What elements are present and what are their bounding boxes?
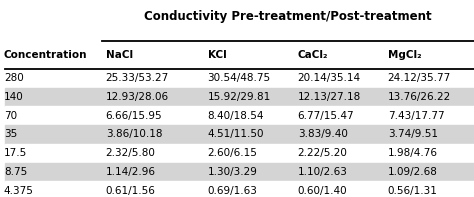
Text: 25.33/53.27: 25.33/53.27 [106, 73, 169, 83]
Text: 1.09/2.68: 1.09/2.68 [388, 167, 438, 177]
Text: Concentration: Concentration [4, 50, 87, 60]
Text: 15.92/29.81: 15.92/29.81 [208, 92, 271, 102]
Text: 0.56/1.31: 0.56/1.31 [388, 186, 438, 196]
Text: 3.74/9.51: 3.74/9.51 [388, 129, 438, 139]
Text: 3.86/10.18: 3.86/10.18 [106, 129, 162, 139]
Text: 1.30/3.29: 1.30/3.29 [208, 167, 257, 177]
Text: 2.32/5.80: 2.32/5.80 [106, 148, 155, 158]
Text: 6.66/15.95: 6.66/15.95 [106, 111, 162, 121]
Text: 24.12/35.77: 24.12/35.77 [388, 73, 451, 83]
Bar [5, 106, 474, 125]
Bar [5, 125, 474, 144]
Text: 4.51/11.50: 4.51/11.50 [208, 129, 264, 139]
Text: 17.5: 17.5 [4, 148, 27, 158]
Text: 140: 140 [4, 92, 24, 102]
Text: CaCl₂: CaCl₂ [298, 50, 328, 60]
Text: 8.75: 8.75 [4, 167, 27, 177]
Text: 8.40/18.54: 8.40/18.54 [208, 111, 264, 121]
Bar [5, 144, 474, 163]
Text: MgCl₂: MgCl₂ [388, 50, 421, 60]
Text: 20.14/35.14: 20.14/35.14 [298, 73, 361, 83]
Text: 1.14/2.96: 1.14/2.96 [106, 167, 155, 177]
Text: 2.22/5.20: 2.22/5.20 [298, 148, 347, 158]
Text: NaCl: NaCl [106, 50, 133, 60]
Text: 13.76/26.22: 13.76/26.22 [388, 92, 451, 102]
Text: 6.77/15.47: 6.77/15.47 [298, 111, 354, 121]
Text: 12.13/27.18: 12.13/27.18 [298, 92, 361, 102]
Text: 30.54/48.75: 30.54/48.75 [208, 73, 271, 83]
Text: KCl: KCl [208, 50, 227, 60]
Text: 7.43/17.77: 7.43/17.77 [388, 111, 444, 121]
Text: 1.10/2.63: 1.10/2.63 [298, 167, 347, 177]
Text: 3.83/9.40: 3.83/9.40 [298, 129, 347, 139]
Bar [5, 41, 474, 69]
Text: 4.375: 4.375 [4, 186, 34, 196]
Text: 280: 280 [4, 73, 24, 83]
Text: 12.93/28.06: 12.93/28.06 [106, 92, 169, 102]
Text: 35: 35 [4, 129, 17, 139]
Bar [5, 88, 474, 106]
Text: 1.98/4.76: 1.98/4.76 [388, 148, 438, 158]
Text: 70: 70 [4, 111, 17, 121]
Bar [5, 181, 474, 197]
Text: 0.60/1.40: 0.60/1.40 [298, 186, 347, 196]
Text: 0.69/1.63: 0.69/1.63 [208, 186, 257, 196]
Text: 0.61/1.56: 0.61/1.56 [106, 186, 155, 196]
Bar [5, 69, 474, 88]
Bar [5, 163, 474, 181]
Text: 2.60/6.15: 2.60/6.15 [208, 148, 257, 158]
Text: Conductivity Pre-treatment/Post-treatment: Conductivity Pre-treatment/Post-treatmen… [144, 10, 432, 23]
